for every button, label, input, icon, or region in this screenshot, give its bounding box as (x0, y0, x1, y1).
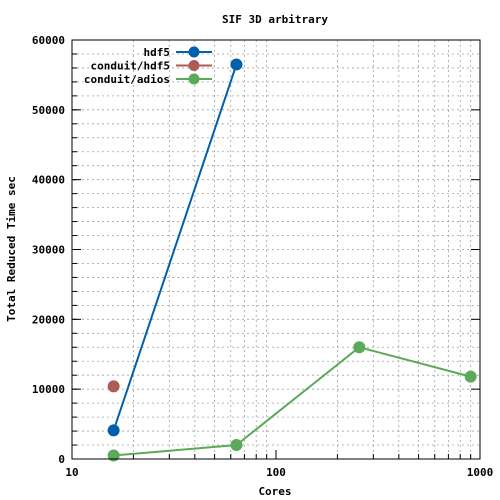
series-conduit-hdf5 (107, 380, 120, 393)
y-tick-label: 10000 (32, 383, 65, 396)
data-point-conduit-adios (107, 449, 120, 462)
series-line-conduit-adios (113, 346, 471, 457)
data-point-conduit-adios (353, 341, 366, 354)
x-axis-label: Cores (258, 485, 291, 498)
data-point-conduit-adios (230, 439, 243, 452)
y-tick-label: 30000 (32, 244, 65, 257)
y-tick-label: 60000 (32, 34, 65, 47)
grid (72, 40, 480, 459)
series-line-hdf5 (112, 64, 238, 431)
y-tick-label: 0 (58, 453, 65, 466)
y-tick-label: 50000 (32, 104, 65, 117)
plot-frame (71, 39, 481, 460)
data-point-hdf5 (230, 58, 243, 71)
legend-swatch-marker (188, 73, 200, 85)
legend-swatch-marker (188, 46, 200, 58)
y-axis-label: Total Reduced Time sec (5, 176, 18, 322)
series-hdf5 (107, 58, 243, 437)
legend-item-conduit-hdf5: conduit/hdf5 (91, 60, 212, 73)
chart-title: SIF 3D arbitrary (222, 13, 328, 26)
y-tick-label: 20000 (32, 313, 65, 326)
x-tick-label: 1000 (467, 466, 494, 479)
x-tick-label: 100 (266, 466, 286, 479)
data-point-conduit-hdf5 (107, 380, 120, 393)
data-point-conduit-adios (464, 370, 477, 383)
axis-ticks: 0 10000 20000 30000 40000 50000 60000 10 100 1000 (32, 34, 493, 479)
legend-item-conduit-adios: conduit/adios (84, 73, 212, 86)
legend-swatch-marker (188, 60, 200, 71)
legend-label: conduit/hdf5 (91, 60, 170, 73)
series-conduit-adios (107, 341, 477, 462)
plot-series (107, 58, 477, 462)
legend-item-hdf5: hdf5 (144, 46, 212, 59)
y-tick-label: 40000 (32, 174, 65, 187)
legend-label: conduit/adios (84, 73, 170, 86)
data-point-hdf5 (107, 424, 120, 437)
legend-label: hdf5 (144, 46, 171, 59)
x-tick-label: 10 (65, 466, 78, 479)
